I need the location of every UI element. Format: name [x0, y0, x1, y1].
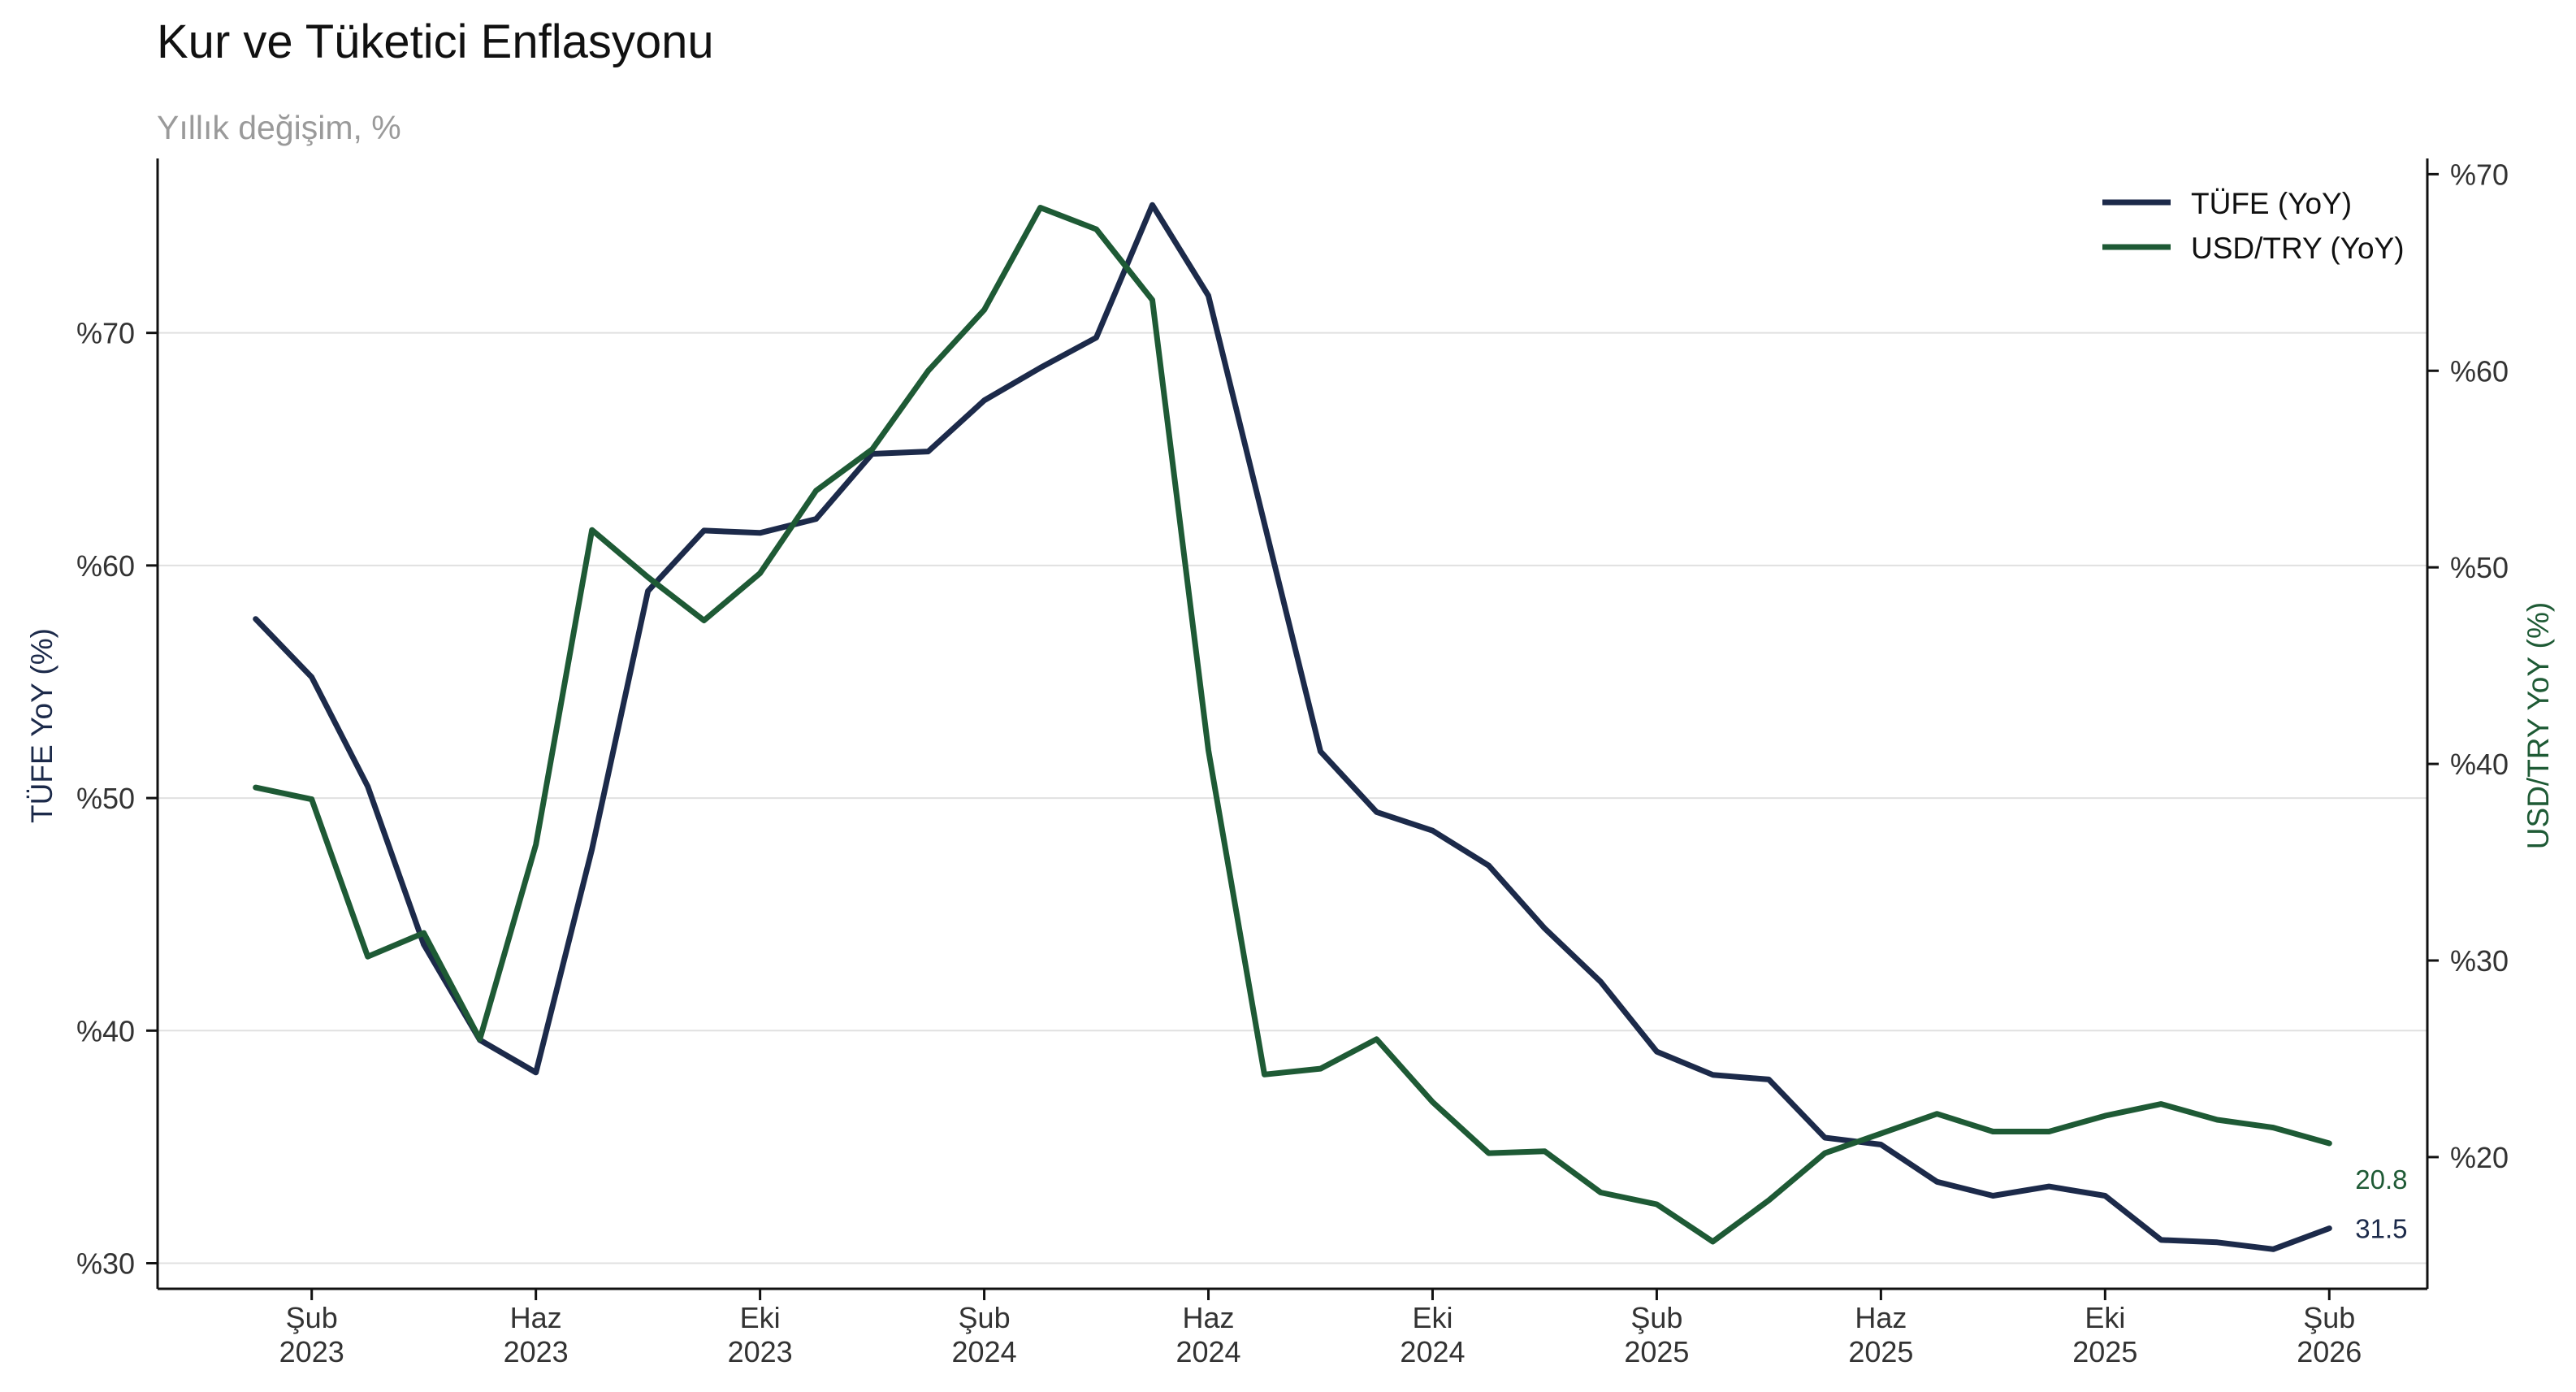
right-tick-label: %70 [2450, 158, 2509, 191]
left-tick-label: %60 [76, 549, 135, 583]
x-tick-month: Eki [2085, 1301, 2125, 1334]
gridlines [158, 332, 2427, 1264]
chart-title: Kur ve Tüketici Enflasyonu [157, 15, 714, 68]
x-tick-year: 2023 [728, 1335, 793, 1368]
x-tick-year: 2026 [2297, 1335, 2362, 1368]
x-tick-month: Şub [1630, 1301, 1682, 1334]
x-tick-month: Haz [1183, 1301, 1235, 1334]
end-labels: 31.5 20.8 [2355, 1164, 2407, 1244]
legend-label-usdtry: USD/TRY (YoY) [2191, 232, 2405, 265]
x-tick-month: Şub [286, 1301, 338, 1334]
x-tick-month: Eki [740, 1301, 781, 1334]
right-tick-label: %30 [2450, 944, 2509, 978]
x-tick-month: Şub [959, 1301, 1011, 1334]
x-tick-month: Eki [1412, 1301, 1453, 1334]
tufe-line [253, 202, 2332, 1252]
x-tick-year: 2023 [504, 1335, 569, 1368]
right-axis-label: USD/TRY YoY (%) [2522, 602, 2555, 849]
x-tick-year: 2025 [2072, 1335, 2137, 1368]
left-axis-label: TÜFE YoY (%) [25, 628, 58, 823]
x-tick-month: Haz [510, 1301, 562, 1334]
tufe-end-label: 31.5 [2355, 1214, 2407, 1244]
left-tick-label: %40 [76, 1014, 135, 1047]
left-tick-label: %30 [76, 1247, 135, 1281]
right-tick-label: %50 [2450, 551, 2509, 584]
usdtry-end-label: 20.8 [2355, 1164, 2407, 1195]
chart-subtitle: Yıllık değişim, % [157, 109, 401, 146]
left-axis-ticks: %30 %40 %50 %60 %70 [76, 317, 158, 1281]
right-tick-label: %20 [2450, 1141, 2509, 1174]
legend-label-tufe: TÜFE (YoY) [2191, 187, 2352, 220]
legend: TÜFE (YoY) USD/TRY (YoY) [2102, 187, 2405, 265]
x-axis-ticks: Şub2023Haz2023Eki2023Şub2024Haz2024Eki20… [279, 1289, 2362, 1368]
x-tick-year: 2025 [1848, 1335, 1913, 1368]
right-axis-ticks: %20 %30 %40 %50 %60 %70 [2427, 158, 2509, 1174]
x-tick-year: 2024 [1400, 1335, 1465, 1368]
x-tick-month: Haz [1855, 1301, 1907, 1334]
x-tick-month: Şub [2303, 1301, 2355, 1334]
left-tick-label: %50 [76, 782, 135, 815]
x-tick-year: 2025 [1624, 1335, 1689, 1368]
right-tick-label: %40 [2450, 748, 2509, 781]
right-tick-label: %60 [2450, 354, 2509, 388]
series-lines [253, 202, 2332, 1252]
usdtry-line [253, 205, 2332, 1245]
x-tick-year: 2023 [279, 1335, 344, 1368]
left-tick-label: %70 [76, 317, 135, 350]
x-tick-year: 2024 [1175, 1335, 1240, 1368]
x-tick-year: 2024 [952, 1335, 1017, 1368]
